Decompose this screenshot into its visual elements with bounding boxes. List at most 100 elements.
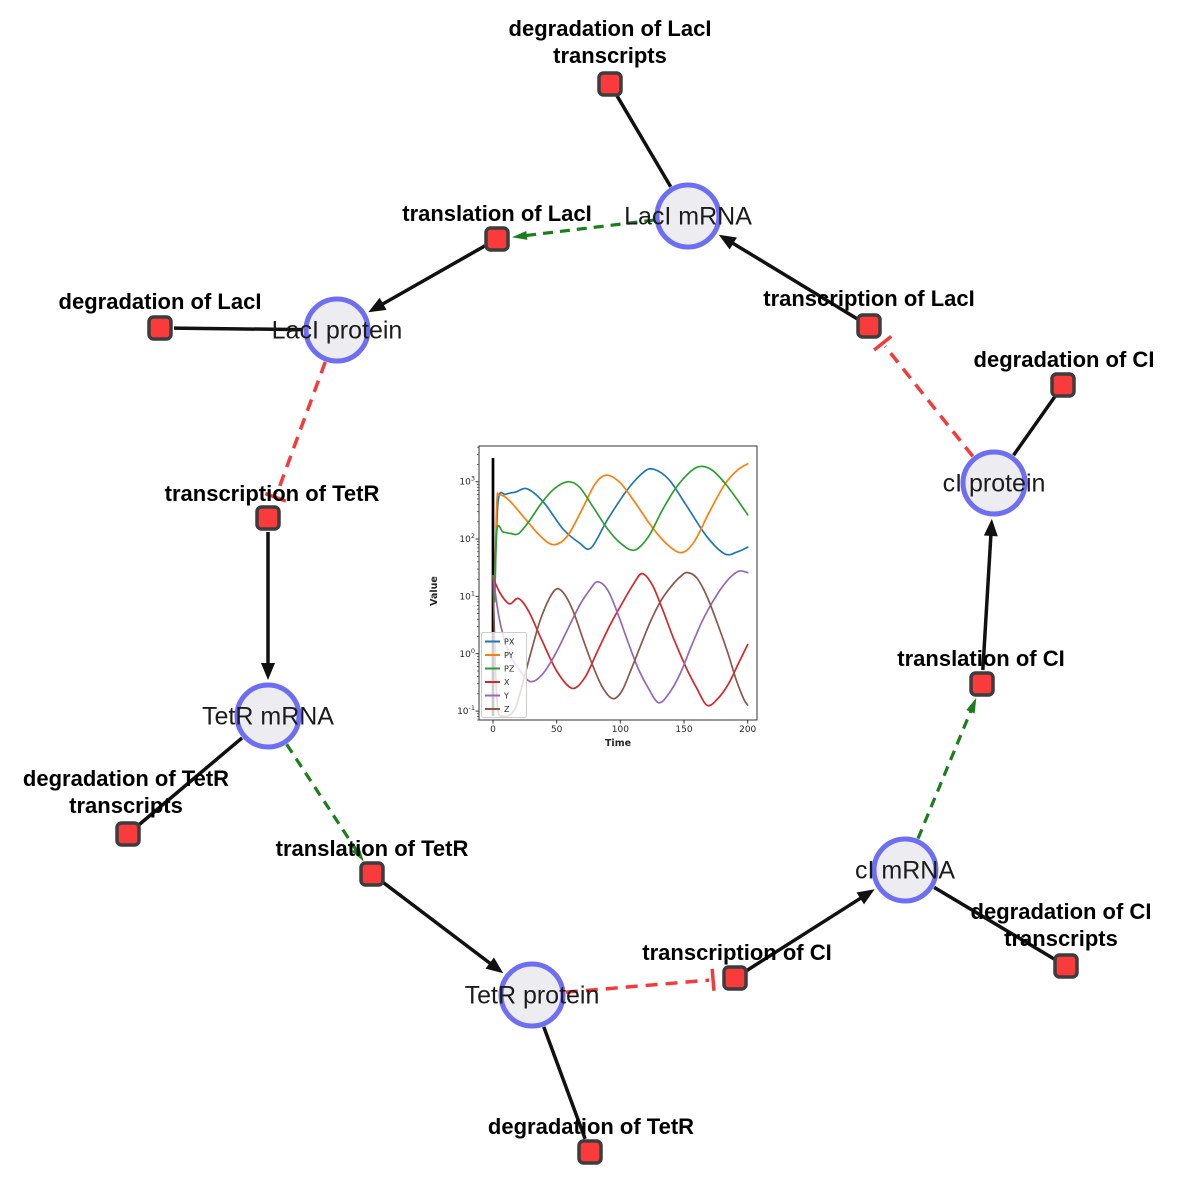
inhibition-tbar-icon (264, 491, 287, 503)
chart-legend: PX PY PZ XYZ (481, 632, 527, 718)
modifier-edge-line (523, 218, 655, 238)
reaction-label-deg_laci_tx-line1: degradation of LacI (509, 16, 712, 41)
reaction-node-txn_tetr[interactable] (255, 505, 281, 531)
edges-layer (137, 95, 1057, 1140)
modifier-edge-line (285, 743, 359, 853)
species-node-laci_protein[interactable] (303, 296, 371, 364)
edge-reactant-ci_mrna-deg_ci_tx (933, 885, 1055, 961)
species-label-tetr_mrna: TetR mRNA (202, 703, 334, 731)
species-label-ci_protein: cI protein (943, 470, 1046, 498)
species-node-ci_mrna[interactable] (871, 836, 939, 904)
reaction-node-deg_tetr[interactable] (577, 1139, 603, 1165)
edge-inhibition-laci_protein-txn_tetr (264, 361, 327, 503)
inset-chart: 0 50 100 150 20010-1100101102103TimeValuePXP… (420, 432, 770, 762)
edge-product-txn_laci-laci_mrna (718, 234, 858, 321)
modifier-arrowhead-icon (511, 230, 528, 240)
series-Y-line (492, 570, 749, 704)
product-arrowhead-icon (368, 297, 387, 313)
edge-reactant-laci_protein-deg_laci (173, 326, 304, 332)
series-PY-line (493, 462, 749, 598)
reaction-label-deg_laci_tx-line2: transcripts (553, 43, 667, 68)
edge-reactant-ci_protein-deg_ci (1012, 395, 1057, 457)
series-PX-line (494, 467, 749, 593)
reaction-node-transl_ci[interactable] (969, 671, 995, 697)
reaction-node-deg_tetr_tx[interactable] (115, 821, 141, 847)
edge-reactant-tetr_protein-deg_tetr (542, 1026, 587, 1140)
edge-modifier-tetr_mrna-transl_tetr (285, 743, 364, 862)
reaction-label-transl_tetr-line1: translation of TetR (276, 836, 469, 861)
reaction-node-deg_laci_tx[interactable] (597, 71, 623, 97)
edge-modifier-laci_mrna-transl_laci (511, 218, 655, 240)
product-edge-line (745, 895, 864, 972)
inhibition-edge-line (275, 361, 327, 495)
reaction-node-txn_laci[interactable] (856, 313, 882, 339)
reaction-label-deg_tetr_tx-line2: transcripts (69, 793, 183, 818)
reactant-edge-line (933, 885, 1055, 961)
reactant-edge-line (542, 1026, 587, 1140)
y-tick-label: 101 (459, 589, 475, 602)
reactant-edge-line (173, 326, 304, 332)
legend-label-X: X (504, 678, 510, 687)
reaction-node-txn_ci[interactable] (722, 965, 748, 991)
reaction-label-txn_laci-line1: transcription of LacI (763, 286, 974, 311)
chart-xlabel: Time (605, 738, 631, 749)
chart-ticks: 0 50 100 150 200 10-1 100 101 102 103 (457, 446, 757, 735)
species-node-tetr_protein[interactable] (498, 961, 566, 1029)
reaction-node-deg_ci_tx[interactable] (1053, 953, 1079, 979)
species-label-laci_protein: LacI protein (272, 317, 403, 345)
reactant-edge-line (137, 736, 244, 827)
species-label-ci_mrna: cI mRNA (855, 857, 955, 885)
edge-inhibition-ci_protein-txn_laci (873, 334, 975, 458)
product-edge-line (382, 881, 494, 967)
reactant-edge-line (1012, 395, 1057, 457)
edge-product-txn_tetr-tetr_mrna (261, 532, 275, 680)
labels-layer: degradation of LacItranscriptstranslatio… (23, 16, 1155, 1139)
product-edge-line (379, 244, 486, 307)
inhibition-tbar-icon (710, 968, 716, 991)
y-tick-label: 103 (459, 475, 475, 488)
species-node-laci_mrna[interactable] (654, 182, 722, 250)
edge-inhibition-tetr_protein-txn_ci (565, 968, 716, 994)
product-edge-line (981, 532, 993, 671)
edge-reactant-laci_mrna-deg_laci_tx (615, 95, 673, 188)
legend-label-Y: Y (503, 691, 509, 700)
reaction-label-transl_ci-line1: translation of CI (897, 646, 1064, 671)
product-arrowhead-icon (718, 234, 737, 250)
reaction-node-transl_laci[interactable] (484, 226, 510, 252)
modifier-arrowhead-icon (966, 697, 977, 714)
y-tick-label: 102 (459, 532, 475, 545)
series-PZ-line (493, 465, 749, 603)
legend-label-PY: PY (504, 651, 514, 660)
y-tick-label: 10-1 (457, 704, 475, 717)
reaction-label-deg_ci_tx-line2: transcripts (1004, 926, 1118, 951)
product-arrowhead-icon (856, 889, 875, 905)
x-tick-label: 50 (551, 725, 563, 735)
modifier-arrowhead-icon (351, 846, 364, 862)
nodes-layer (115, 71, 1079, 1165)
chart-axes-frame (478, 445, 758, 721)
modifier-edge-line (916, 708, 974, 840)
species-label-tetr_protein: TetR protein (465, 982, 600, 1010)
species-label-laci_mrna: LacI mRNA (624, 203, 752, 231)
edge-modifier-ci_mrna-transl_ci (916, 697, 977, 840)
x-tick-label: 100 (612, 725, 629, 735)
inhibition-edge-line (883, 345, 975, 458)
species-node-ci_protein[interactable] (960, 449, 1028, 517)
inhibition-tbar-icon (873, 334, 893, 352)
reaction-node-transl_tetr[interactable] (359, 861, 385, 887)
reaction-node-deg_ci[interactable] (1050, 372, 1076, 398)
reaction-node-deg_laci[interactable] (147, 315, 173, 341)
species-node-tetr_mrna[interactable] (234, 682, 302, 750)
reaction-label-txn_ci-line1: transcription of CI (642, 940, 831, 965)
y-tick-label: 100 (459, 647, 475, 660)
reaction-label-deg_tetr_tx-line1: degradation of TetR (23, 766, 229, 791)
reaction-label-deg_tetr-line1: degradation of TetR (488, 1114, 694, 1139)
edge-product-transl_tetr-tetr_protein (382, 881, 504, 974)
legend-label-PX: PX (504, 637, 515, 646)
reactant-edge-line (615, 95, 673, 188)
edge-product-txn_ci-ci_mrna (745, 889, 875, 972)
series-X-line (492, 572, 749, 707)
product-arrowhead-icon (983, 518, 998, 537)
edge-product-transl_ci-ci_protein (981, 518, 998, 671)
